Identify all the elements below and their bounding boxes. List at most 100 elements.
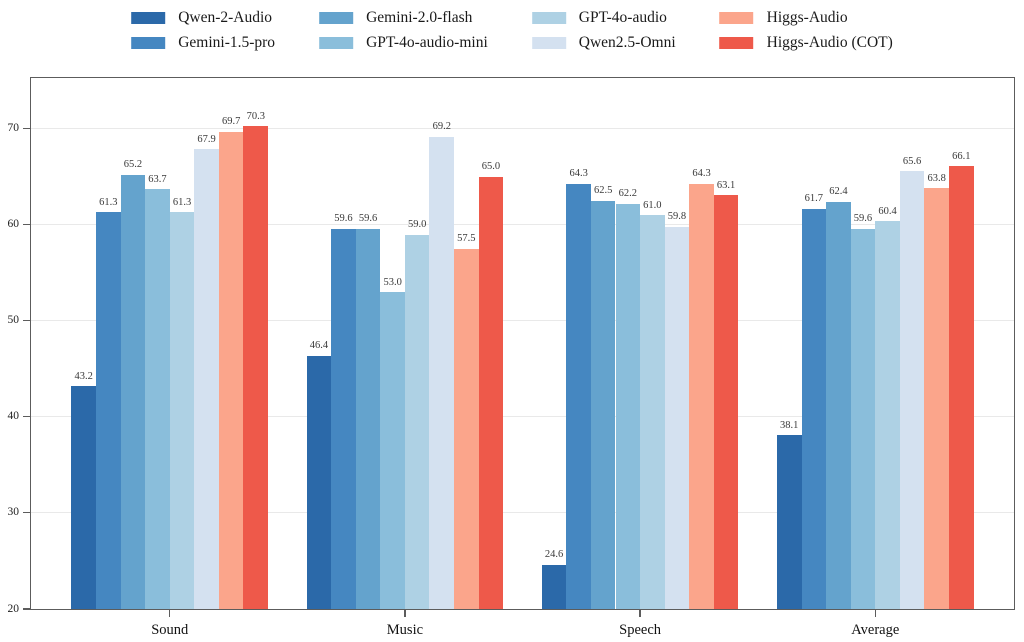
bar	[380, 292, 405, 609]
bar	[689, 183, 714, 609]
bar-value-label: 61.0	[643, 199, 662, 211]
bar-value-label: 63.8	[927, 172, 946, 184]
bar	[826, 201, 851, 609]
gridline	[31, 223, 1014, 225]
bar-value-label: 62.2	[618, 188, 637, 200]
legend-label: Gemini-2.0-flash	[366, 9, 473, 26]
bar	[478, 176, 504, 609]
legend-item: Gemini-1.5-pro	[131, 34, 275, 52]
y-axis-tick	[23, 224, 30, 226]
legend-color-swatch	[319, 37, 354, 49]
legend-item: GPT-4o-audio-mini	[319, 34, 488, 52]
chart-legend: Qwen-2-Audio Gemini-1.5-pro Gemini-2.0-fla…	[131, 9, 893, 52]
bar	[331, 228, 356, 609]
bar	[355, 228, 381, 609]
bar	[590, 200, 616, 609]
legend-color-swatch	[531, 37, 566, 49]
legend-color-swatch	[131, 12, 166, 24]
bar	[664, 226, 690, 609]
bar	[454, 248, 479, 609]
x-axis-category-label: Average	[851, 621, 900, 638]
y-axis-tick	[23, 512, 30, 514]
y-axis-tick-label: 70	[7, 122, 20, 135]
bar	[899, 171, 925, 609]
legend-color-swatch	[719, 12, 754, 24]
bar	[306, 355, 332, 609]
bar	[541, 564, 567, 609]
legend-label: Qwen-2-Audio	[178, 9, 273, 26]
bar-value-label: 53.0	[383, 276, 402, 288]
bar-value-label: 63.7	[148, 173, 167, 185]
bar	[404, 234, 430, 609]
legend-label: GPT-4o-audio	[578, 9, 667, 26]
bar	[713, 195, 739, 609]
bar	[776, 435, 802, 609]
bar-value-label: 57.5	[457, 233, 476, 245]
bar-value-label: 62.5	[594, 185, 613, 197]
x-axis-tick	[169, 610, 171, 617]
bar-value-label: 38.1	[780, 419, 799, 431]
legend-label: Higgs-Audio (COT)	[766, 34, 893, 51]
bar-value-label: 65.0	[481, 161, 501, 173]
bar	[71, 386, 96, 609]
bar	[243, 126, 269, 609]
bar-value-label: 59.6	[853, 213, 873, 225]
legend-color-swatch	[531, 12, 566, 24]
legend-item: Gemini-2.0-flash	[319, 9, 488, 27]
y-axis-tick-label: 30	[7, 506, 20, 519]
bar-value-label: 64.3	[569, 168, 588, 180]
legend-label: Gemini-1.5-pro	[178, 34, 276, 51]
bar	[615, 203, 641, 609]
bar-value-label: 59.6	[358, 213, 378, 225]
y-axis-tick-label: 20	[7, 602, 20, 615]
bar-value-label: 61.7	[804, 193, 823, 205]
bar	[850, 228, 876, 609]
legend-label: Qwen2.5-Omni	[578, 34, 676, 51]
bar-value-label: 69.2	[432, 121, 451, 133]
y-axis-tick-label: 60	[7, 218, 20, 231]
bar-value-label: 59.0	[408, 219, 427, 231]
legend-color-swatch	[131, 37, 166, 49]
legend-item: Qwen-2-Audio	[131, 9, 275, 27]
bar-value-label: 61.3	[172, 196, 192, 208]
y-axis-tick	[23, 128, 30, 130]
bar-value-label: 65.2	[123, 159, 143, 171]
x-axis-tick	[874, 610, 876, 617]
bar-value-label: 65.6	[902, 155, 922, 167]
legend-item: Higgs-Audio (COT)	[719, 34, 893, 52]
legend-item: Qwen2.5-Omni	[531, 34, 676, 52]
y-axis-tick-label: 50	[7, 314, 20, 327]
bar	[145, 189, 170, 609]
bar-value-label: 64.3	[692, 168, 711, 180]
bar	[801, 208, 827, 609]
bar-value-label: 66.1	[952, 150, 971, 162]
gridline	[31, 415, 1014, 417]
y-axis-tick-label: 40	[7, 410, 20, 423]
bar-value-label: 69.7	[221, 116, 241, 128]
legend-color-swatch	[319, 12, 354, 24]
bar-value-label: 24.6	[544, 549, 564, 561]
bar-value-label: 59.8	[667, 211, 687, 223]
legend-label: GPT-4o-audio-mini	[366, 34, 488, 51]
bar-value-label: 62.4	[829, 186, 848, 198]
plot-area: 20 30 40 50 60 70 Sound 43.2 61.3 65.2 63.7 61.3 67.…	[8, 77, 1015, 637]
bar	[169, 212, 195, 609]
bar-value-label: 43.2	[74, 370, 93, 382]
bar	[194, 149, 219, 609]
x-axis-category-label: Speech	[619, 621, 662, 638]
bar	[924, 188, 949, 609]
bar	[875, 221, 900, 609]
bar-value-label: 61.3	[99, 196, 118, 208]
bar-value-label: 70.3	[246, 110, 265, 122]
y-axis-tick	[23, 320, 30, 322]
legend-label: Higgs-Audio	[766, 9, 848, 26]
bar	[640, 215, 665, 609]
bar-value-label: 63.1	[716, 179, 736, 191]
legend-item: Higgs-Audio	[719, 9, 893, 27]
bar-value-label: 59.6	[334, 213, 353, 225]
x-axis-tick	[639, 610, 641, 617]
gridline	[31, 511, 1014, 513]
x-axis-category-label: Music	[386, 621, 424, 638]
x-axis-category-label: Sound	[151, 621, 189, 638]
legend-item: GPT-4o-audio	[531, 9, 676, 27]
